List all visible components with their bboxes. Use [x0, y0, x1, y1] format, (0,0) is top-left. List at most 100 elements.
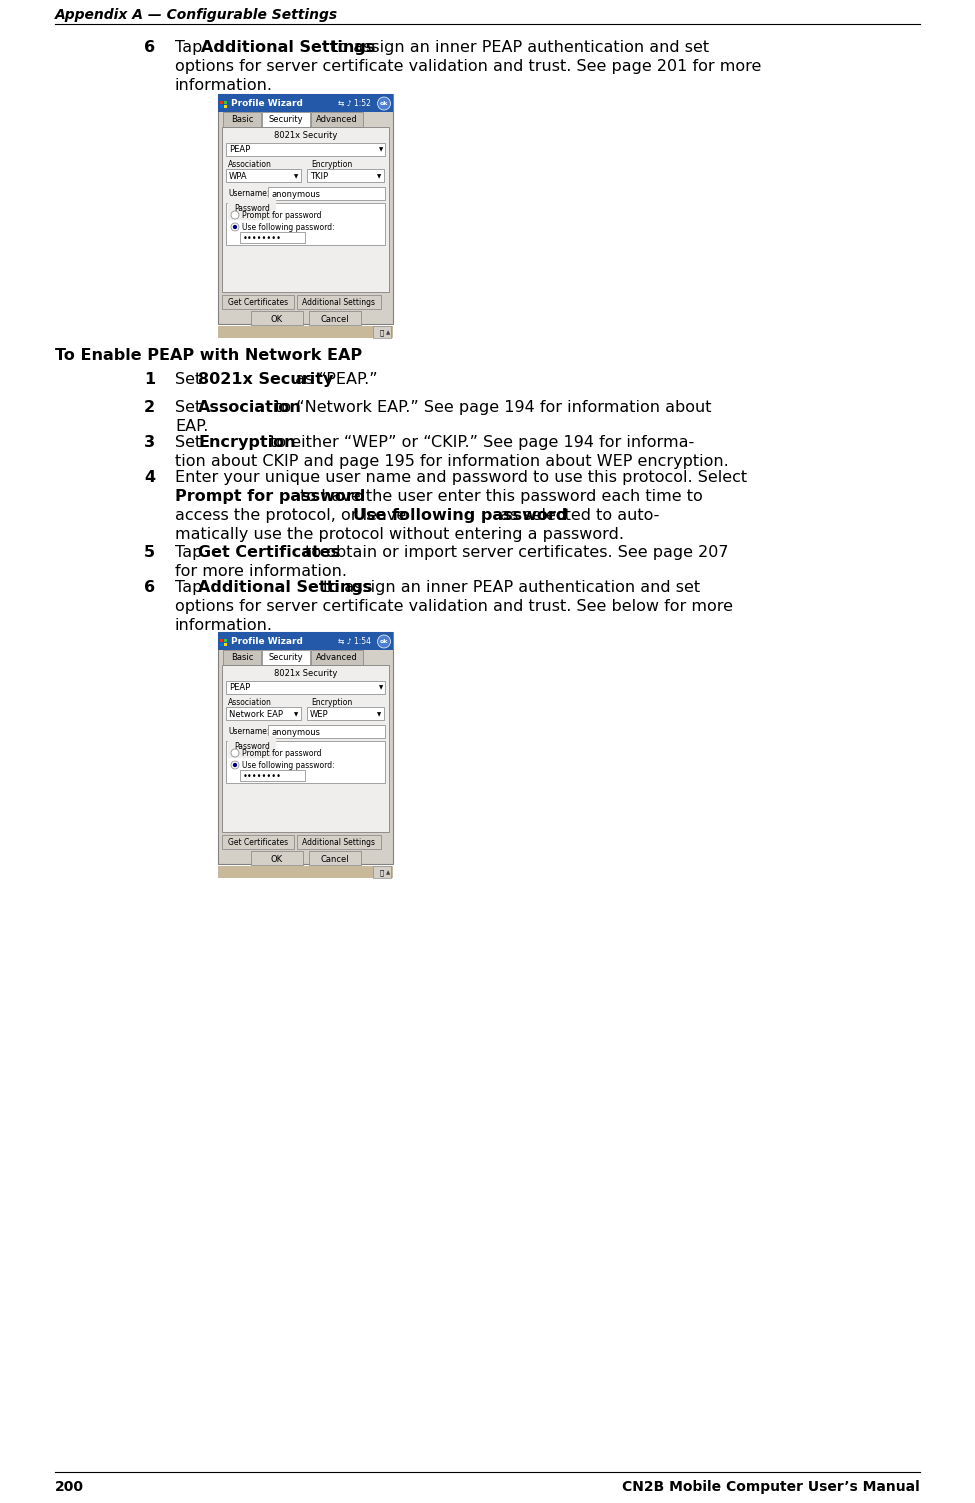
Text: 8021x Security: 8021x Security — [274, 669, 337, 678]
Text: to obtain or import server certificates. See page 207: to obtain or import server certificates.… — [300, 546, 728, 561]
Text: 8021x Security: 8021x Security — [198, 373, 333, 386]
Text: Security: Security — [269, 116, 303, 125]
Bar — [223, 113, 261, 126]
Text: Additional Settings: Additional Settings — [198, 580, 372, 595]
Bar — [268, 724, 385, 738]
Text: To Enable PEAP with Network EAP: To Enable PEAP with Network EAP — [55, 349, 362, 364]
Text: access the protocol, or leave: access the protocol, or leave — [175, 508, 411, 523]
Text: 200: 200 — [55, 1480, 84, 1494]
Circle shape — [231, 210, 239, 219]
Text: Tap: Tap — [175, 41, 208, 56]
Bar — [307, 706, 384, 720]
Circle shape — [377, 634, 391, 648]
Bar — [262, 113, 310, 126]
Text: ok: ok — [380, 639, 388, 643]
Text: Appendix A — Configurable Settings: Appendix A — Configurable Settings — [55, 8, 338, 23]
Text: Advanced: Advanced — [316, 116, 358, 125]
Text: ⌸: ⌸ — [380, 329, 384, 335]
Text: anonymous: anonymous — [271, 727, 320, 736]
Text: ▼: ▼ — [379, 147, 383, 152]
Bar — [262, 649, 310, 664]
Bar — [297, 295, 381, 310]
Text: anonymous: anonymous — [271, 189, 320, 198]
Bar — [222, 126, 389, 292]
Bar — [218, 95, 393, 113]
Text: as selected to auto-: as selected to auto- — [495, 508, 659, 523]
Bar — [373, 326, 391, 338]
Text: ▼: ▼ — [293, 174, 298, 179]
Text: Basic: Basic — [231, 116, 254, 125]
Text: ▼: ▼ — [293, 712, 298, 717]
Text: WPA: WPA — [229, 171, 248, 180]
Bar — [222, 664, 389, 833]
Bar — [222, 295, 294, 310]
Bar — [226, 741, 385, 783]
Bar — [226, 203, 385, 245]
Bar — [307, 168, 384, 182]
Circle shape — [231, 761, 239, 770]
Text: Set: Set — [175, 434, 207, 449]
Text: Username:: Username: — [228, 727, 269, 736]
Circle shape — [233, 764, 237, 767]
Text: 4: 4 — [144, 470, 155, 485]
Text: OK: OK — [270, 855, 283, 864]
Bar — [226, 143, 385, 156]
Text: information.: information. — [175, 78, 273, 93]
Text: Set: Set — [175, 373, 207, 386]
Text: Tap: Tap — [175, 546, 208, 561]
Text: EAP.: EAP. — [175, 419, 209, 434]
Bar — [220, 105, 223, 108]
Text: Profile Wizard: Profile Wizard — [231, 637, 303, 646]
Bar — [218, 866, 393, 878]
Bar — [218, 631, 393, 864]
Text: Get Certificates: Get Certificates — [228, 298, 288, 307]
Text: Encryption: Encryption — [198, 434, 295, 449]
Bar — [311, 113, 363, 126]
Text: ok: ok — [380, 101, 388, 107]
Bar — [218, 326, 393, 338]
Bar — [311, 649, 363, 664]
Text: Get Certificates: Get Certificates — [228, 839, 288, 848]
Bar — [240, 770, 305, 782]
Text: for more information.: for more information. — [175, 564, 347, 579]
Text: ⇆ ♪ 1:54: ⇆ ♪ 1:54 — [338, 637, 371, 646]
Text: Use following password: Use following password — [353, 508, 567, 523]
Text: Additional Settings: Additional Settings — [302, 839, 375, 848]
Bar — [240, 231, 305, 243]
Text: WEP: WEP — [310, 709, 329, 718]
Text: ⇆ ♪ 1:52: ⇆ ♪ 1:52 — [338, 99, 371, 108]
Text: ▲: ▲ — [386, 331, 390, 335]
Text: information.: information. — [175, 618, 273, 633]
Text: Encryption: Encryption — [311, 159, 353, 168]
Text: 8021x Security: 8021x Security — [274, 131, 337, 140]
Bar — [218, 95, 393, 325]
Text: Security: Security — [269, 654, 303, 663]
Bar — [224, 639, 227, 642]
Text: Enter your unique user name and password to use this protocol. Select: Enter your unique user name and password… — [175, 470, 747, 485]
Bar — [218, 631, 393, 649]
Text: ▼: ▼ — [379, 685, 383, 690]
Text: Cancel: Cancel — [320, 855, 349, 864]
Text: ••••••••: •••••••• — [243, 773, 282, 782]
Text: to assign an inner PEAP authentication and set: to assign an inner PEAP authentication a… — [327, 41, 709, 56]
Circle shape — [231, 222, 239, 231]
Bar — [226, 681, 385, 694]
Text: Additional Settings: Additional Settings — [201, 41, 375, 56]
Text: PEAP: PEAP — [229, 684, 251, 693]
Text: Advanced: Advanced — [316, 654, 358, 663]
Bar — [268, 186, 385, 200]
Text: Username:: Username: — [228, 189, 269, 198]
Text: ▲: ▲ — [386, 870, 390, 875]
Text: ▼: ▼ — [377, 174, 381, 179]
Text: to have the user enter this password each time to: to have the user enter this password eac… — [295, 488, 703, 504]
Bar — [224, 105, 227, 108]
Text: ▼: ▼ — [377, 712, 381, 717]
Text: as “PEAP.”: as “PEAP.” — [290, 373, 377, 386]
Text: Password: Password — [234, 204, 270, 213]
Bar — [220, 101, 223, 104]
Bar — [297, 836, 381, 849]
Text: Prompt for password: Prompt for password — [242, 210, 322, 219]
Text: Basic: Basic — [231, 654, 254, 663]
Text: 6: 6 — [144, 580, 155, 595]
Text: matically use the protocol without entering a password.: matically use the protocol without enter… — [175, 528, 624, 543]
